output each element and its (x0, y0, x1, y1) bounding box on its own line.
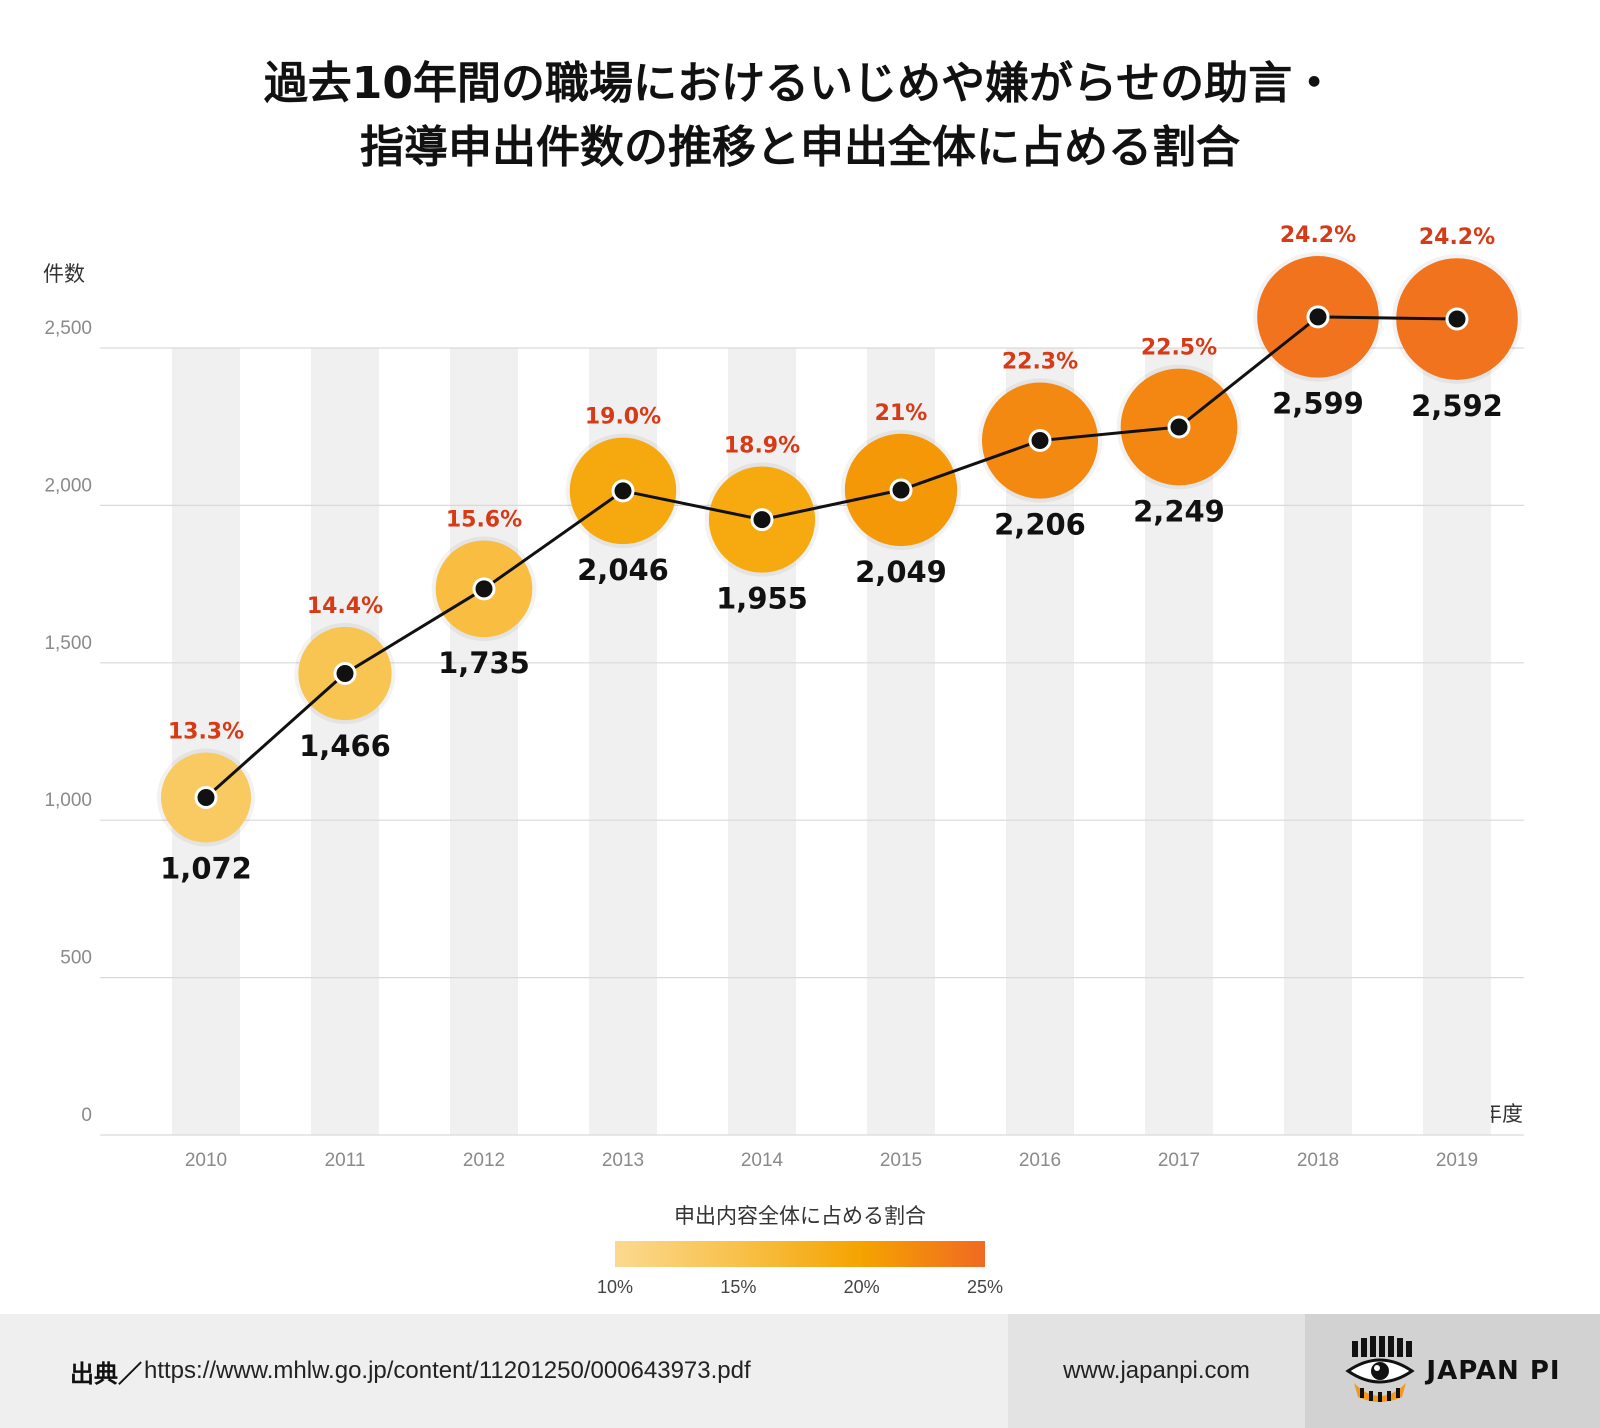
color-legend-bar (615, 1241, 985, 1267)
y-tick-label: 1,000 (44, 790, 92, 811)
x-tick-label: 2015 (880, 1150, 922, 1171)
chart: 過去10年間の職場におけるいじめや嫌がらせの助言・ 指導申出件数の推移と申出全体… (43, 58, 1524, 1297)
value-label: 2,206 (994, 508, 1086, 542)
column-band (450, 348, 518, 1135)
series-line (205, 315, 1458, 799)
data-point (333, 662, 357, 686)
x-tick-label: 2014 (741, 1150, 784, 1171)
legend-tick-label: 15% (720, 1277, 756, 1297)
brand-logo: JAPAN PI (1305, 1314, 1600, 1428)
percent-label: 14.4% (307, 594, 383, 619)
percent-label: 24.2% (1280, 223, 1356, 248)
y-tick-label: 0 (81, 1105, 92, 1126)
data-point (1306, 305, 1330, 329)
brand-name: JAPAN PI (1426, 1356, 1561, 1386)
y-tick-label: 2,000 (44, 475, 92, 496)
legend-tick-label: 25% (967, 1277, 1003, 1297)
value-label: 2,249 (1133, 494, 1225, 528)
y-tick-label: 500 (60, 948, 92, 969)
eye-logo-icon (1345, 1336, 1416, 1402)
footer-site: www.japanpi.com (1008, 1314, 1305, 1428)
source-url-link[interactable]: https://www.mhlw.go.jp/content/11201250/… (144, 1357, 751, 1384)
x-tick-label: 2012 (463, 1150, 505, 1171)
chart-title-line2: 指導申出件数の推移と申出全体に占める割合 (360, 122, 1240, 173)
legend-tick-label: 10% (597, 1277, 633, 1297)
column-bands (172, 348, 1491, 1135)
data-point (611, 479, 635, 503)
percent-label: 22.3% (1002, 350, 1078, 375)
footer: 出典 ／ https://www.mhlw.go.jp/content/1120… (0, 1314, 1600, 1428)
value-label: 1,466 (299, 729, 391, 763)
column-band (1284, 348, 1352, 1135)
percent-labels: 13.3% 14.4% 15.6% 19.0% 18.9% 21% 22.3% 22.5% 24… (168, 223, 1495, 745)
x-tick-label: 2013 (602, 1150, 644, 1171)
data-point (889, 478, 913, 502)
x-tick-label: 2011 (325, 1150, 366, 1171)
data-point (194, 786, 218, 810)
footer-source: 出典 ／ https://www.mhlw.go.jp/content/1120… (0, 1314, 1008, 1428)
percent-label: 19.0% (585, 405, 661, 430)
column-band (172, 348, 240, 1135)
legend-tick-label: 20% (844, 1277, 880, 1297)
percent-label: 24.2% (1419, 225, 1495, 250)
x-tick-label: 2018 (1297, 1150, 1339, 1171)
data-points (194, 305, 1469, 810)
value-label: 2,592 (1411, 389, 1503, 423)
x-tick-labels: 2010 2011 2012 2013 2014 2015 2016 2017 2018 2019 (185, 1150, 1478, 1171)
value-label: 1,735 (438, 646, 530, 680)
data-point (750, 508, 774, 532)
x-tick-label: 2010 (185, 1150, 227, 1171)
y-tick-label: 1,500 (44, 633, 92, 654)
percent-label: 15.6% (446, 507, 522, 532)
column-band (1423, 348, 1491, 1135)
y-tick-label: 2,500 (44, 318, 92, 339)
y-axis-label: 件数 (43, 262, 85, 286)
data-point (1167, 415, 1191, 439)
color-legend-title: 申出内容全体に占める割合 (674, 1204, 926, 1228)
x-tick-label: 2019 (1436, 1150, 1478, 1171)
value-label: 2,049 (855, 555, 947, 589)
data-point (1445, 307, 1469, 331)
percent-label: 22.5% (1141, 336, 1217, 361)
value-label: 2,599 (1272, 387, 1364, 421)
source-label: 出典 (70, 1359, 118, 1388)
source-separator: ／ (118, 1359, 142, 1388)
chart-title-line1: 過去10年間の職場におけるいじめや嫌がらせの助言・ (264, 58, 1336, 109)
percent-label: 21% (875, 401, 928, 426)
data-point (472, 577, 496, 601)
column-band (311, 348, 379, 1135)
data-point (1028, 429, 1052, 453)
x-tick-label: 2016 (1019, 1150, 1061, 1171)
color-legend-ticks: 10% 15% 20% 25% (597, 1277, 1003, 1297)
value-label: 1,955 (716, 582, 808, 616)
value-label: 1,072 (160, 852, 252, 886)
percent-label: 18.9% (724, 433, 800, 458)
percent-label: 13.3% (168, 720, 244, 745)
y-tick-labels: 0 500 1,000 1,500 2,000 2,500 (44, 318, 92, 1126)
value-labels: 1,072 1,466 1,735 2,046 1,955 2,049 2,206 2,249… (160, 387, 1503, 886)
site-link[interactable]: www.japanpi.com (1063, 1357, 1250, 1384)
value-label: 2,046 (577, 553, 669, 587)
x-tick-label: 2017 (1158, 1150, 1200, 1171)
